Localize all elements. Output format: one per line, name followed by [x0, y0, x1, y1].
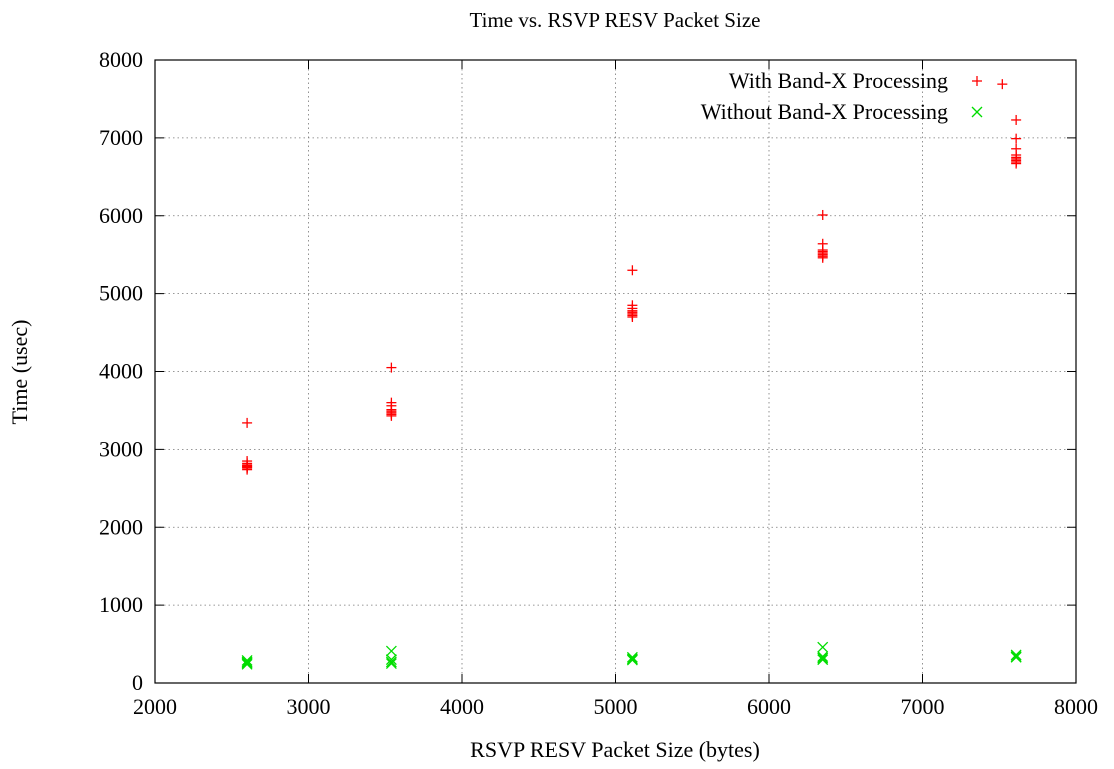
data-point-without-band-x [626, 654, 638, 666]
data-point-without-band-x [817, 654, 829, 666]
data-point-with-band-x [1011, 114, 1022, 125]
data-point-with-band-x [997, 79, 1008, 90]
data-point-with-band-x [627, 265, 638, 276]
data-point-without-band-x [1010, 651, 1022, 663]
data-point-without-band-x [385, 645, 397, 657]
grid-lines [155, 60, 1076, 683]
y-tick-label: 5000 [99, 281, 143, 306]
y-tick-label: 3000 [99, 436, 143, 461]
legend: With Band-X Processing Without Band-X Pr… [701, 68, 983, 124]
x-tick-label: 5000 [594, 694, 638, 719]
data-point-without-band-x [385, 654, 397, 666]
data-point-without-band-x [241, 658, 253, 670]
data-point-without-band-x [1010, 649, 1022, 661]
data-point-without-band-x [241, 654, 253, 666]
data-point-without-band-x [626, 653, 638, 665]
x-tick-label: 4000 [440, 694, 484, 719]
y-tick-label: 6000 [99, 203, 143, 228]
y-tick-label: 4000 [99, 359, 143, 384]
y-tick-label: 0 [132, 670, 143, 695]
data-point-with-band-x [1011, 133, 1022, 144]
data-point-with-band-x [386, 362, 397, 373]
data-point-without-band-x [817, 652, 829, 664]
data-point-with-band-x [242, 464, 253, 475]
data-points [241, 79, 1022, 670]
data-point-without-band-x [385, 656, 397, 668]
y-tick-label: 7000 [99, 125, 143, 150]
data-point-without-band-x [385, 658, 397, 669]
x-tick-label: 3000 [287, 694, 331, 719]
data-point-with-band-x [386, 410, 397, 421]
y-axis-label: Time (usec) [7, 320, 32, 425]
data-point-without-band-x [626, 651, 638, 663]
y-tick-label: 1000 [99, 592, 143, 617]
data-point-with-band-x [1011, 158, 1022, 169]
data-point-without-band-x [241, 656, 253, 668]
data-point-without-band-x [817, 651, 829, 662]
data-point-with-band-x [817, 209, 828, 220]
data-point-with-band-x [627, 311, 638, 322]
x-tick-label: 2000 [133, 694, 177, 719]
y-tick-label: 8000 [99, 47, 143, 72]
legend-marker-with-band-x [972, 76, 982, 86]
x-tick-label: 6000 [747, 694, 791, 719]
y-tick-label: 2000 [99, 514, 143, 539]
data-point-with-band-x [817, 252, 828, 263]
chart-title: Time vs. RSVP RESV Packet Size [470, 8, 761, 32]
legend-marker-without-band-x [971, 106, 983, 118]
data-point-without-band-x [241, 657, 253, 669]
legend-label-with-band-x: With Band-X Processing [729, 68, 948, 93]
legend-label-without-band-x: Without Band-X Processing [701, 99, 948, 124]
data-point-with-band-x [242, 417, 253, 428]
data-point-without-band-x [817, 641, 829, 653]
x-axis-label: RSVP RESV Packet Size (bytes) [470, 737, 760, 762]
x-tick-label: 8000 [1054, 694, 1098, 719]
axis-ticks: 2000 3000 4000 5000 6000 7000 8000 0 1000 2000 300… [99, 47, 1098, 719]
x-tick-label: 7000 [901, 694, 945, 719]
